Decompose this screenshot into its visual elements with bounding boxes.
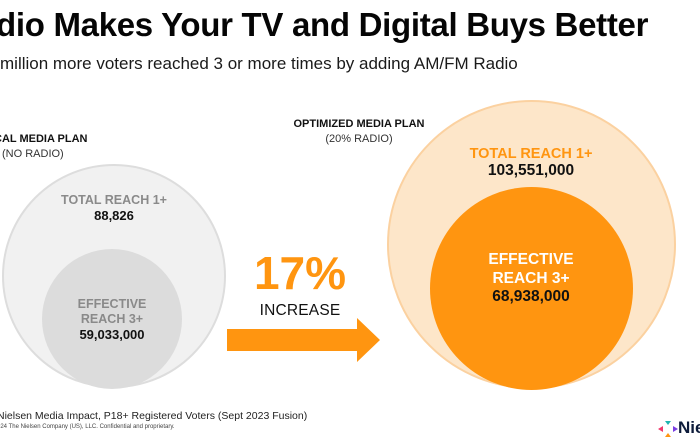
optimized-total-reach-value: 103,551,000 <box>487 162 575 179</box>
optimized-effective-reach-value: 68,938,000 <box>492 288 570 305</box>
source-note: Nielsen Media Impact, P18+ Registered Vo… <box>0 410 308 422</box>
typical-effective-reach-circle <box>42 249 182 389</box>
typical-effective-reach-label-1: EFFECTIVE <box>77 297 147 311</box>
optimized-effective-reach-label-2: REACH 3+ <box>492 270 570 287</box>
arrow-right-icon <box>227 318 380 362</box>
typical-effective-reach-label-2: REACH 3+ <box>80 312 144 326</box>
typical-plan-label: CAL MEDIA PLAN (NO RADIO) <box>0 132 88 162</box>
optimized-effective-reach-circle <box>430 187 633 390</box>
optimized-effective-reach: EFFECTIVE REACH 3+ 68,938,000 <box>431 250 631 306</box>
copyright-note: 024 The Nielsen Company (US), LLC. Confi… <box>0 424 175 430</box>
page-title: dio Makes Your TV and Digital Buys Bette… <box>0 6 649 43</box>
increase-label: INCREASE <box>259 302 341 319</box>
typical-total-reach: TOTAL REACH 1+ 88,826 <box>14 193 214 223</box>
increase-percent: 17% <box>253 247 347 299</box>
page-subtitle: million more voters reached 3 or more ti… <box>0 54 518 73</box>
optimized-total-reach-label: TOTAL REACH 1+ <box>469 146 593 162</box>
typical-total-reach-value: 88,826 <box>94 208 134 223</box>
optimized-total-reach: TOTAL REACH 1+ 103,551,000 <box>431 146 631 180</box>
optimized-plan-name: OPTIMIZED MEDIA PLAN <box>293 118 425 130</box>
optimized-plan-note: (20% RADIO) <box>325 133 393 145</box>
optimized-effective-reach-label-1: EFFECTIVE <box>488 251 574 268</box>
optimized-plan-label: OPTIMIZED MEDIA PLAN (20% RADIO) <box>289 117 429 147</box>
typical-plan-name: CAL MEDIA PLAN <box>0 133 88 145</box>
nielsen-logo-icon <box>658 421 678 437</box>
typical-effective-reach: EFFECTIVE REACH 3+ 59,033,000 <box>12 297 212 342</box>
typical-total-reach-label: TOTAL REACH 1+ <box>61 193 167 207</box>
typical-effective-reach-value: 59,033,000 <box>79 327 145 342</box>
typical-plan-note: (NO RADIO) <box>2 148 64 160</box>
nielsen-logo-text: Nie <box>678 418 700 437</box>
